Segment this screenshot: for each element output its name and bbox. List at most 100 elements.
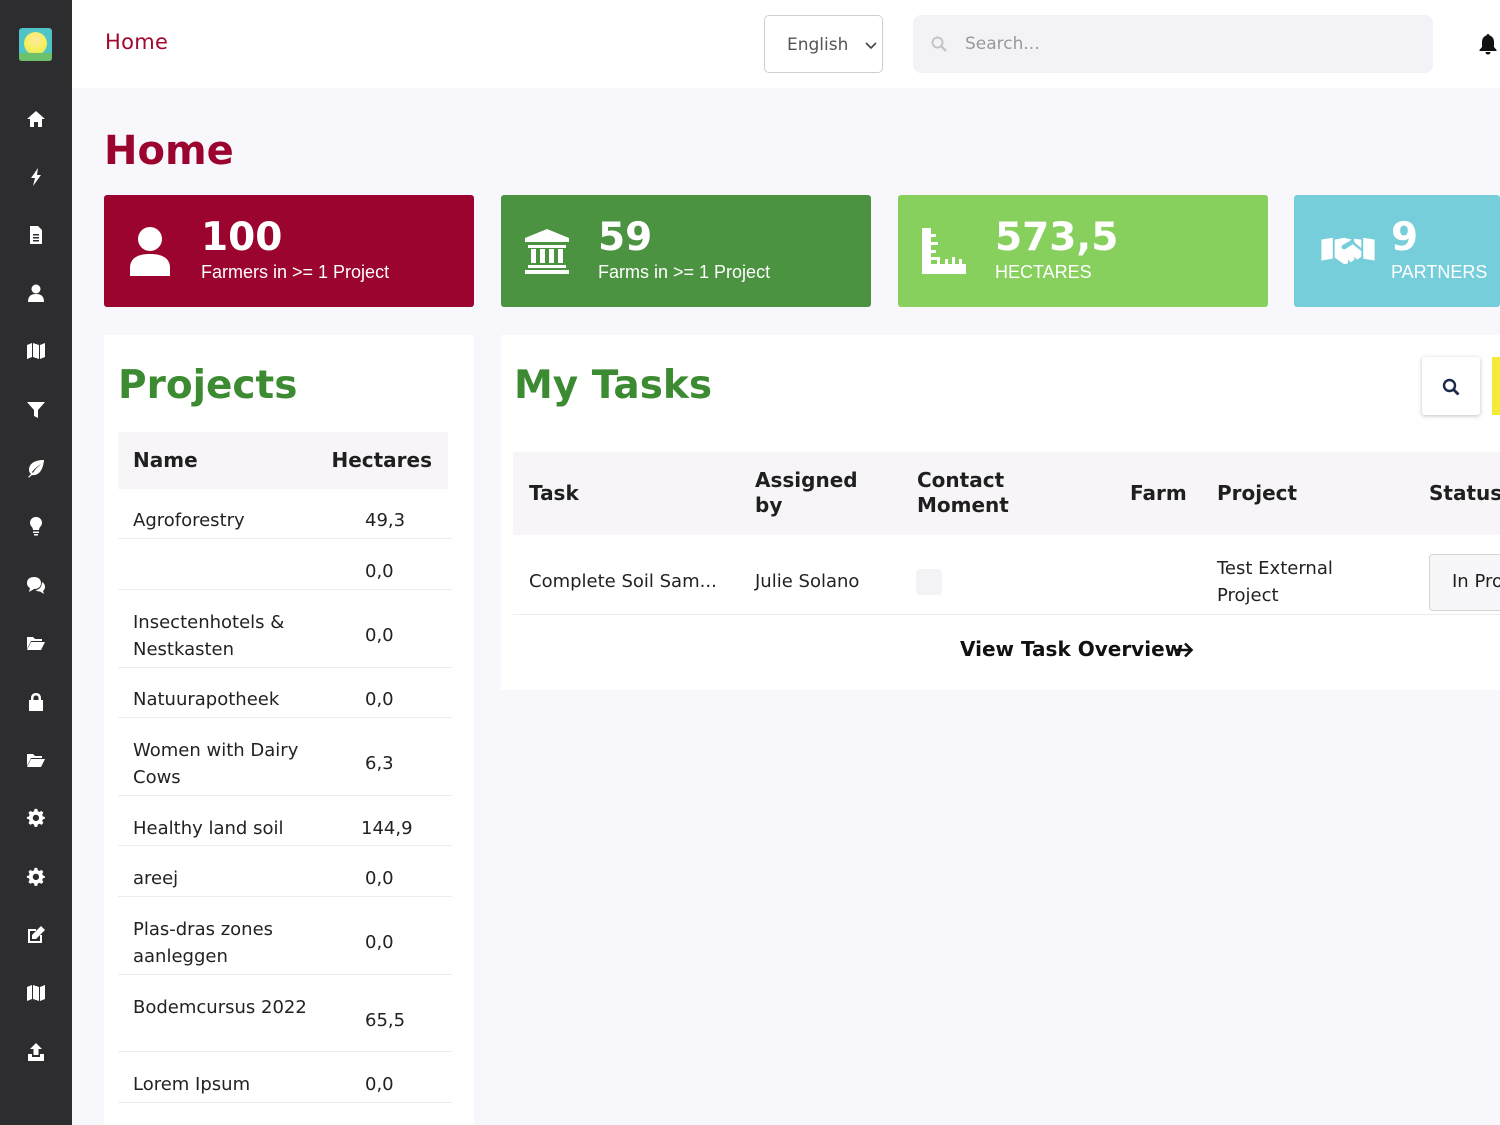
tasks-title: My Tasks [514, 363, 713, 408]
stat-label: HECTARES [995, 262, 1092, 282]
leaf-icon[interactable] [20, 452, 52, 484]
chat-icon[interactable] [20, 569, 52, 601]
user-icon[interactable] [20, 277, 52, 309]
table-row[interactable]: Insectenhotels & Nestkasten 0,0 [118, 590, 452, 668]
project-hectares: 65,5 [365, 1010, 406, 1031]
project-name: Natuurapotheek [133, 689, 280, 710]
project-hectares: 0,0 [365, 625, 394, 646]
table-row[interactable]: Agroforestry 49,3 [118, 489, 452, 539]
view-task-overview-label: View Task Overview [960, 637, 1184, 661]
folder-icon[interactable] [20, 744, 52, 776]
project-name: Healthy land soil [133, 818, 284, 839]
project-name: Agroforestry [133, 510, 245, 531]
edit-icon[interactable] [20, 919, 52, 951]
column-header-assigned-by[interactable]: Assigned by [755, 468, 858, 517]
project-hectares: 144,9 [361, 818, 413, 839]
project-name: Women with Dairy Cows [133, 740, 299, 788]
column-header-hectares[interactable]: Hectares [331, 448, 432, 472]
arrow-right-icon [1176, 642, 1194, 658]
project-hectares: 0,0 [365, 868, 394, 889]
lock-icon[interactable] [20, 686, 52, 718]
contact-moment-checkbox[interactable] [916, 569, 942, 595]
project-name: Lorem Ipsum [133, 1074, 251, 1095]
search-input[interactable]: Search... [913, 15, 1433, 73]
table-row[interactable]: areej 0,0 [118, 846, 452, 897]
project-name: Plas-dras zones aanleggen [133, 919, 274, 967]
bank-icon [521, 223, 573, 279]
project-hectares: 0,0 [365, 932, 394, 953]
upload-icon[interactable] [20, 1036, 52, 1068]
column-header-contact-moment[interactable]: Contact Moment [917, 468, 1009, 517]
projects-title: Projects [118, 363, 298, 408]
stat-label: Farms in >= 1 Project [598, 262, 771, 282]
stat-label: PARTNERS [1391, 262, 1488, 282]
search-icon [1442, 378, 1460, 396]
bell-icon[interactable] [1476, 32, 1500, 56]
stat-value: 9 [1391, 215, 1419, 260]
stat-card-farms[interactable]: 59 Farms in >= 1 Project [501, 195, 871, 307]
chevron-down-icon [865, 42, 877, 50]
settings-icon[interactable] [20, 861, 52, 893]
stat-card-hectares[interactable]: 573,5 HECTARES [898, 195, 1268, 307]
projects-table-header: Name Hectares [118, 432, 448, 489]
ruler-icon [918, 223, 970, 279]
user-icon [124, 223, 176, 279]
task-name[interactable]: Complete Soil Sam... [529, 571, 717, 592]
project-name: Insectenhotels & Nestkasten [133, 612, 285, 660]
table-row[interactable]: 0,0 [118, 539, 452, 590]
stat-value: 573,5 [995, 215, 1119, 260]
document-icon[interactable] [20, 219, 52, 251]
project-hectares: 0,0 [365, 1074, 394, 1095]
folder-open-icon[interactable] [20, 627, 52, 659]
project-name: Bodemcursus 2022 [133, 997, 307, 1018]
language-value: English [787, 35, 849, 55]
project-hectares: 6,3 [365, 753, 394, 774]
page-title: Home [104, 128, 234, 174]
lightbulb-icon[interactable] [20, 510, 52, 542]
project-hectares: 0,0 [365, 561, 394, 582]
table-row[interactable]: Plas-dras zones aanleggen 0,0 [118, 897, 452, 975]
column-header-status[interactable]: Status [1429, 481, 1500, 505]
language-select[interactable]: English [764, 15, 883, 73]
app-logo[interactable] [19, 28, 52, 61]
column-header-name[interactable]: Name [133, 448, 198, 472]
view-task-overview-link[interactable]: View Task Overview [960, 637, 1194, 661]
column-header-project[interactable]: Project [1217, 481, 1298, 505]
tasks-panel: My Tasks Task Assigned by Contact Moment… [501, 335, 1500, 690]
stat-card-partners[interactable]: 9 PARTNERS [1294, 195, 1500, 307]
column-header-task[interactable]: Task [529, 481, 579, 505]
gear-icon[interactable] [20, 802, 52, 834]
project-name: areej [133, 868, 179, 889]
map-icon[interactable] [20, 335, 52, 367]
stat-value: 100 [201, 215, 283, 260]
top-bar: Home English Search... [72, 0, 1500, 88]
stat-card-farmers[interactable]: 100 Farmers in >= 1 Project [104, 195, 474, 307]
filter-icon[interactable] [20, 394, 52, 426]
add-task-button[interactable] [1492, 357, 1500, 415]
projects-panel: Projects Name Hectares Agroforestry 49,3… [104, 335, 474, 1125]
table-row[interactable]: Lorem Ipsum 0,0 [118, 1052, 452, 1103]
project-hectares: 49,3 [365, 510, 406, 531]
task-project: Test External Project [1217, 558, 1333, 606]
table-row[interactable]: Natuurapotheek 0,0 [118, 668, 452, 718]
search-icon [931, 36, 947, 52]
status-dropdown[interactable]: In Progress [1429, 554, 1500, 611]
stat-label: Farmers in >= 1 Project [201, 262, 390, 282]
table-row[interactable]: Healthy land soil 144,9 [118, 796, 452, 846]
tasks-table-header: Task Assigned by Contact Moment Farm Pro… [513, 452, 1500, 535]
breadcrumb[interactable]: Home [105, 30, 169, 54]
project-hectares: 0,0 [365, 689, 394, 710]
home-icon[interactable] [20, 103, 52, 135]
search-placeholder: Search... [965, 34, 1040, 54]
task-assigned-by: Julie Solano [755, 571, 860, 592]
table-row[interactable]: Bodemcursus 2022 65,5 [118, 975, 452, 1052]
bolt-icon[interactable] [20, 161, 52, 193]
sidebar [0, 0, 72, 1125]
column-header-farm[interactable]: Farm [1130, 481, 1187, 505]
status-value: In Progress [1452, 571, 1500, 592]
table-row[interactable]: Complete Soil Sam... Julie Solano Test E… [513, 535, 1500, 615]
map-alt-icon[interactable] [20, 977, 52, 1009]
tasks-search-button[interactable] [1422, 357, 1480, 415]
stat-value: 59 [598, 215, 653, 260]
table-row[interactable]: Women with Dairy Cows 6,3 [118, 718, 452, 796]
